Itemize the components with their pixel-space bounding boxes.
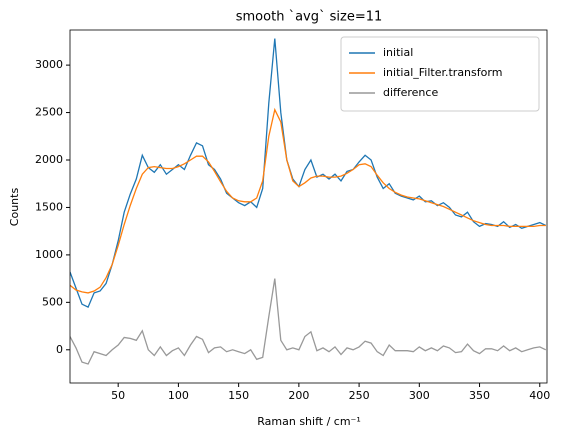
- y-tick-label: 3000: [35, 58, 63, 71]
- legend-label: initial: [383, 46, 413, 59]
- x-tick-label: 150: [228, 389, 249, 402]
- legend-label: difference: [383, 86, 438, 99]
- chart-title: smooth `avg` size=11: [236, 10, 383, 25]
- x-tick-label: 100: [168, 389, 189, 402]
- y-tick-label: 500: [42, 295, 63, 308]
- y-tick-label: 0: [56, 343, 63, 356]
- y-tick-label: 1500: [35, 200, 63, 213]
- x-axis-label: Raman shift / cm⁻¹: [257, 415, 361, 428]
- y-axis-label: Counts: [8, 188, 21, 227]
- x-tick-label: 350: [469, 389, 490, 402]
- x-tick-label: 50: [111, 389, 125, 402]
- plot-frame: [69, 29, 548, 384]
- x-tick-label: 400: [529, 389, 550, 402]
- legend-box: [340, 36, 540, 112]
- y-tick-label: 2000: [35, 153, 63, 166]
- x-tick-label: 250: [349, 389, 370, 402]
- line-series: [70, 107, 546, 294]
- line-series: [70, 278, 547, 365]
- y-tick-label: 2500: [35, 106, 63, 119]
- line-series: [70, 38, 547, 308]
- y-tick-label: 1000: [35, 248, 63, 261]
- x-tick-label: 300: [409, 389, 430, 402]
- x-tick-label: 200: [288, 389, 309, 402]
- legend-label: initial_Filter.transform: [383, 66, 502, 79]
